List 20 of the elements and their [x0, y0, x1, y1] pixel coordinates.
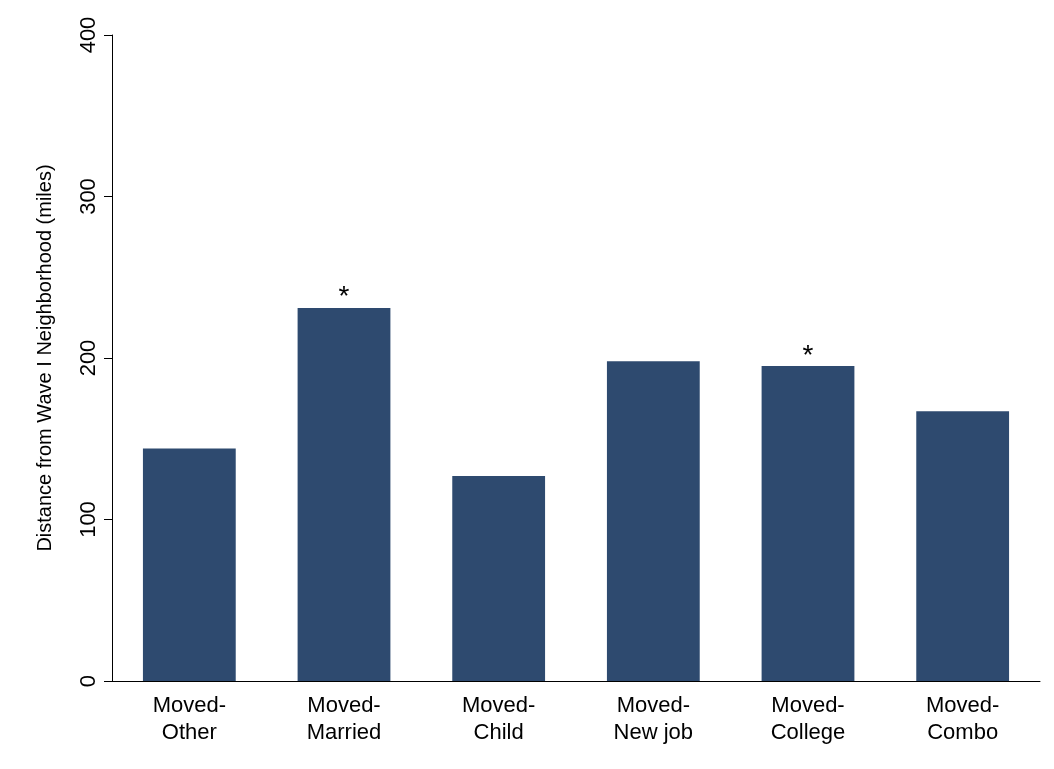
bar	[452, 475, 546, 681]
x-tick-label: Moved- College	[770, 692, 846, 744]
y-axis-title: Distance from Wave I Neighborhood (miles)	[33, 164, 55, 552]
x-tick-label: Moved- New job	[613, 692, 694, 744]
annotation: *	[802, 338, 814, 370]
bar	[297, 307, 391, 681]
bar	[916, 411, 1010, 681]
y-tick-label: 0	[74, 674, 100, 688]
bar	[142, 448, 236, 681]
bar	[761, 366, 855, 681]
x-tick-label: Moved- Other	[152, 692, 227, 744]
y-tick-label: 400	[74, 16, 100, 54]
x-tick-label: Moved- Married	[306, 692, 382, 744]
x-tick-label: Moved- Child	[461, 692, 536, 744]
y-tick-label: 100	[74, 501, 100, 538]
annotation: *	[338, 280, 350, 312]
x-tick-label: Moved- Combo	[925, 692, 1000, 744]
y-tick-label: 300	[74, 178, 100, 215]
y-tick-label: 200	[74, 339, 100, 377]
bar	[606, 361, 700, 681]
